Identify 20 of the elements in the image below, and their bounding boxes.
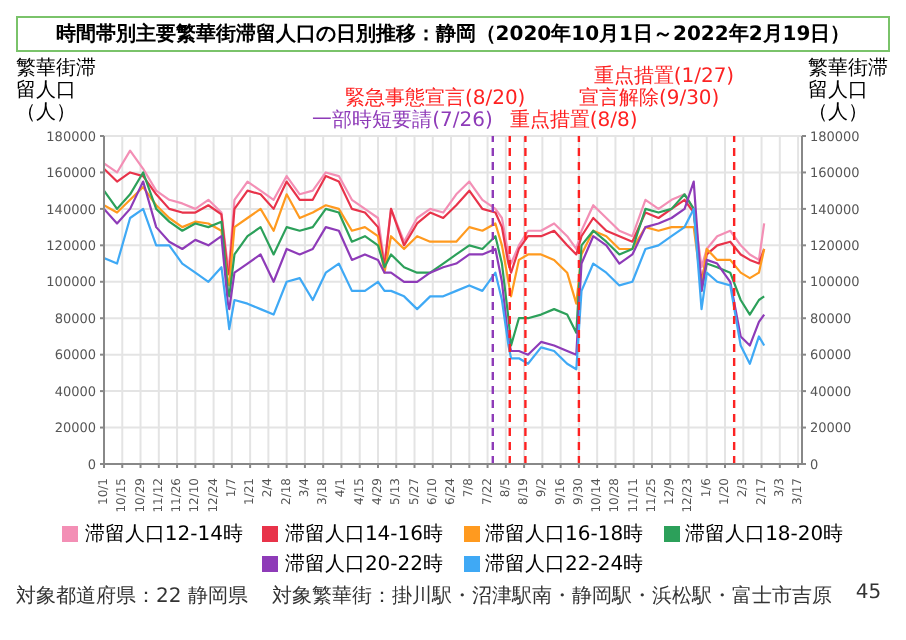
ref-line-label: 重点措置(1/27)	[593, 66, 735, 88]
y-axis-title: 繁華街滞留人口（人）	[16, 58, 98, 124]
line-series	[104, 185, 766, 305]
text: 対象繁華街：掛川駅・沼津駅南・静岡駅・浜松駅・富士市吉原	[271, 583, 832, 610]
y2-axis-title: 繁華街滞留人口（人）	[808, 58, 890, 124]
text: 45	[855, 582, 882, 608]
ref-line-label: 緊急事態宣言(8/20)	[344, 88, 526, 110]
chart-title: 時間帯別主要繁華街滞留人口の日別推移：静岡（2020年10月1日～2022年2月19日）	[55, 24, 851, 46]
ref-line-label: 一部時短要請(7/26)	[312, 110, 493, 132]
ref-line-label: 宣言解除(9/30)	[578, 88, 720, 110]
legend-label: 滞留人口12-14時	[84, 521, 243, 548]
legend-label: 滞留人口16-18時	[485, 521, 644, 548]
legend-label: 滞留人口20-22時	[284, 551, 443, 578]
text: 対象都道府県：22 静岡県	[16, 583, 248, 610]
line-series	[104, 207, 766, 371]
line-series	[104, 149, 766, 269]
legend-label: 滞留人口22-24時	[485, 551, 644, 578]
legend-label: 滞留人口14-16時	[284, 521, 443, 548]
legend-label: 滞留人口18-20時	[685, 521, 844, 548]
ref-line-label: 重点措置(8/8)	[509, 110, 638, 132]
